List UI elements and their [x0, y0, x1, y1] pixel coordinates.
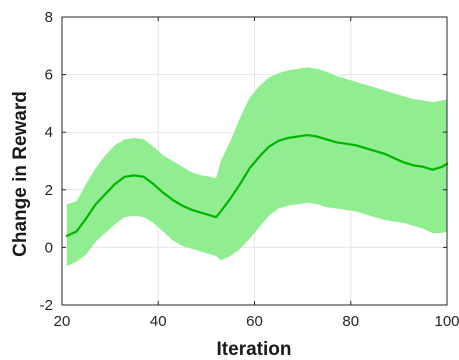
x-tick-label: 100: [434, 313, 459, 330]
x-tick-label: 40: [150, 313, 167, 330]
x-tick-label: 20: [54, 313, 71, 330]
confidence-band: [66, 67, 447, 267]
tick-labels: 20 40 60 80 100 -2 0 2 4 6 8: [40, 9, 459, 330]
plot-area: [65, 67, 449, 267]
axes: [61, 16, 448, 306]
y-axis-label: Change in Reward: [10, 91, 31, 257]
mean-line: [65, 133, 449, 237]
y-tick-label: 4: [45, 124, 53, 141]
y-tick-label: -2: [40, 297, 53, 314]
y-tick-label: 8: [45, 9, 53, 26]
x-tick-label: 80: [342, 313, 359, 330]
y-tick-label: 2: [45, 182, 53, 199]
x-tick-label: 60: [246, 313, 263, 330]
y-tick-label: 6: [45, 67, 53, 84]
y-tick-label: 0: [45, 239, 53, 256]
x-axis-label: Iteration: [217, 339, 292, 360]
